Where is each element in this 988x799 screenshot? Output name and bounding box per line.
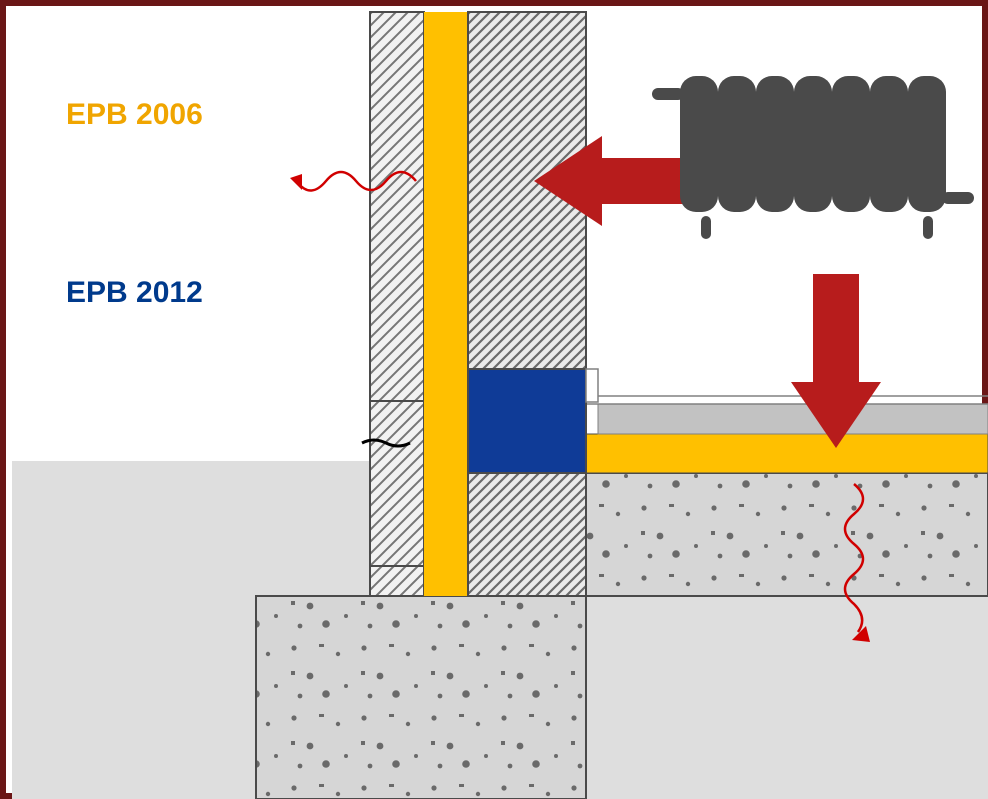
diagram-frame: EPB 2006 EPB 2012 <box>0 0 988 799</box>
floor-insulation <box>586 434 988 473</box>
footing-block <box>256 596 586 799</box>
floor-slab <box>586 473 988 596</box>
label-epb-2012: EPB 2012 <box>66 276 203 310</box>
inner-wall-lower <box>468 473 586 596</box>
skirting-upstand <box>586 369 598 402</box>
outer-wall <box>370 12 424 596</box>
cavity-insulation <box>424 12 468 596</box>
thermal-break-block <box>468 369 586 473</box>
floor-screed <box>598 404 988 434</box>
label-epb-2006: EPB 2006 <box>66 98 203 132</box>
ground-right <box>586 596 988 799</box>
radiator-icon <box>658 76 968 234</box>
